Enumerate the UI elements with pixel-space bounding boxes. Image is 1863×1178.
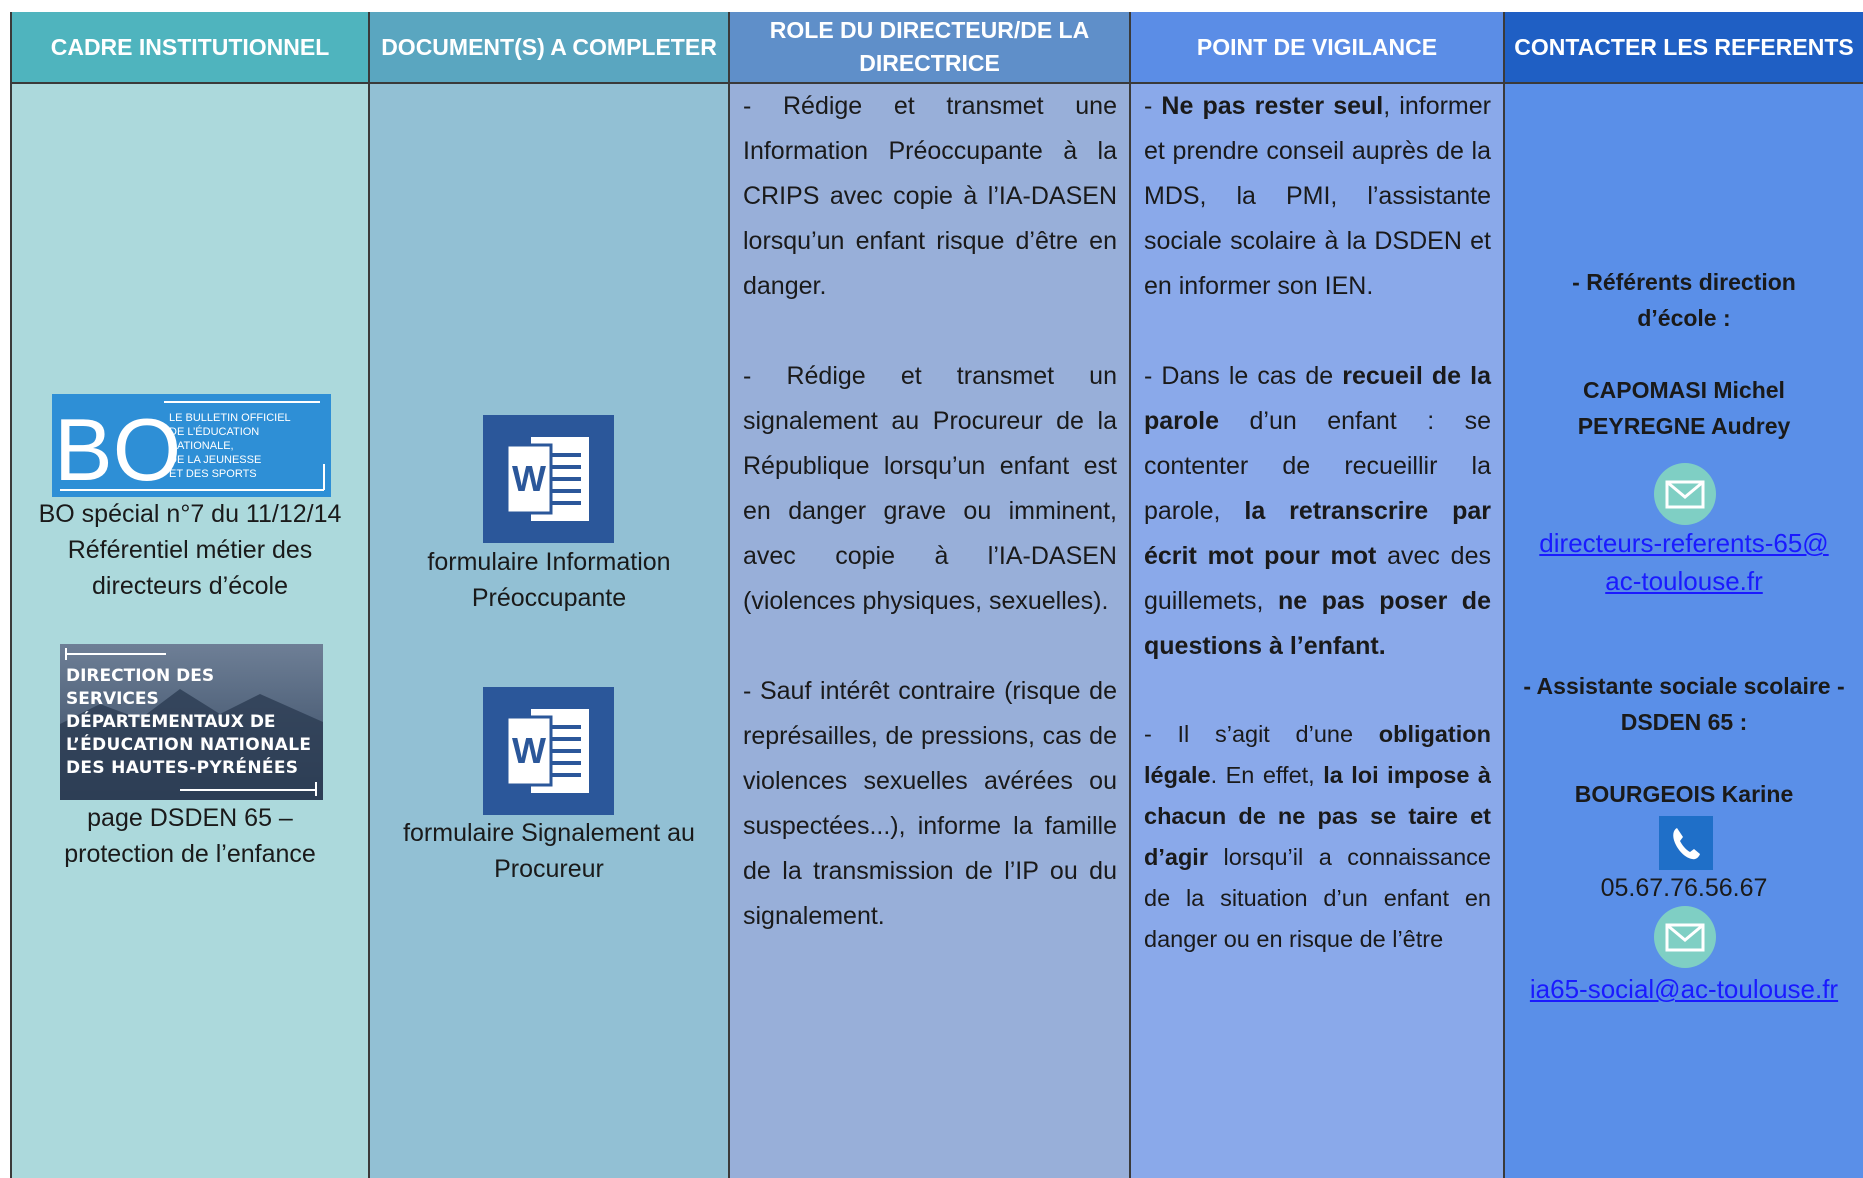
text-run: . En effet,	[1210, 762, 1324, 788]
dsden-line: DIRECTION DES	[66, 666, 214, 686]
paragraph: - Sauf intérêt contraire (risque de repr…	[743, 677, 1117, 930]
email-link-wrap: directeurs-referents-65@ac-toulouse.fr	[1505, 524, 1863, 600]
email-link[interactable]: ia65-social@ac-toulouse.fr	[1529, 974, 1839, 1004]
bold-run: obligation légale	[1144, 721, 1491, 788]
email-link-wrap: ia65-social@ac-toulouse.fr	[1505, 970, 1863, 1008]
dsden-line: DES HAUTES-PYRÉNÉES	[66, 756, 298, 778]
cell: - Rédige et transmet une Information Pré…	[730, 84, 1129, 1178]
bold-run: la loi impose à chacun de ne pas se tair…	[1144, 762, 1491, 870]
dsden-line: L’ÉDUCATION NATIONALE	[66, 733, 311, 755]
header-cell: ROLE DU DIRECTEUR/DE LA DIRECTRICE	[730, 12, 1129, 84]
text-run: lorsqu’il a connaissance de la situation…	[1144, 844, 1491, 952]
dsden-line: DÉPARTEMENTAUX DE	[66, 710, 276, 732]
column-role: ROLE DU DIRECTEUR/DE LA DIRECTRICE - Réd…	[728, 12, 1129, 1178]
text-run: - Dans le cas de	[1144, 362, 1343, 390]
cell: W formulaire Information Préoccupante W …	[370, 84, 728, 1178]
header-cell: DOCUMENT(S) A COMPLETER	[370, 12, 728, 84]
contact-name: BOURGEOIS Karine	[1574, 781, 1794, 807]
word-icon-letter: W	[512, 730, 546, 771]
contact-name: PEYREGNE Audrey	[1577, 413, 1791, 439]
column-vigilance: POINT DE VIGILANCE - Ne pas rester seul,…	[1129, 12, 1503, 1178]
vigilance-text: - Ne pas rester seul, informer et prendr…	[1144, 84, 1491, 1005]
bold-run: ne pas poser de questions à l’enfant.	[1144, 587, 1491, 660]
paragraph: - Ne pas rester seul, informer et prendr…	[1144, 84, 1491, 309]
column-cadre: CADRE INSTITUTIONNEL BO LE BULLETIN OFFI…	[10, 12, 368, 1178]
text-run: d’un enfant : se contenter de recueillir…	[1144, 407, 1491, 525]
word-icon-letter: W	[512, 458, 546, 499]
email-link[interactable]: directeurs-referents-65@ac-toulouse.fr	[1539, 528, 1829, 596]
cell: - Référents direction d’école : CAPOMASI…	[1505, 84, 1863, 1178]
contact-heading: - Référents direction d’école :	[1572, 269, 1796, 331]
column-contacts: CONTACTER LES REFERENTS - Référents dire…	[1503, 12, 1863, 1178]
cell: - Ne pas rester seul, informer et prendr…	[1131, 84, 1503, 1178]
bo-line: LE BULLETIN OFFICIEL	[169, 412, 291, 424]
bo-logo: BO LE BULLETIN OFFICIEL DE L’ÉDUCATION N…	[52, 394, 331, 497]
word-icon[interactable]: W	[483, 687, 614, 815]
header-cell: POINT DE VIGILANCE	[1131, 12, 1503, 84]
contact-heading: - Assistante sociale scolaire -DSDEN 65 …	[1523, 673, 1845, 735]
bold-run: Ne pas rester seul	[1161, 92, 1384, 120]
bold-run: la retranscrire par écrit mot pour mot	[1144, 497, 1492, 570]
paragraph: - Rédige et transmet une Information Pré…	[743, 92, 1117, 300]
bo-line: ET DES SPORTS	[169, 468, 257, 480]
bo-mark: BO	[54, 400, 181, 497]
column-documents: DOCUMENT(S) A COMPLETER W formulaire Inf…	[368, 12, 728, 1178]
paragraph: - Il s’agit d’une obligation légale. En …	[1144, 714, 1491, 960]
bo-line: DE LA JEUNESSE	[169, 454, 261, 466]
document-label: formulaire Information Préoccupante	[427, 548, 671, 612]
dsden-logo: DIRECTION DES SERVICES DÉPARTEMENTAUX DE…	[60, 644, 323, 800]
text-run: - Il s’agit d’une	[1144, 721, 1379, 747]
email-icon	[1654, 463, 1716, 525]
header-cell: CONTACTER LES REFERENTS	[1505, 12, 1863, 84]
bold-run: recueil de la parole	[1144, 362, 1491, 435]
bo-line: DE L’ÉDUCATION	[169, 425, 259, 438]
cell: BO LE BULLETIN OFFICIEL DE L’ÉDUCATION N…	[12, 84, 368, 1178]
phone-icon	[1659, 816, 1713, 870]
text-run: -	[1144, 92, 1162, 120]
role-text: - Rédige et transmet une Information Pré…	[743, 84, 1117, 984]
bo-line: NATIONALE,	[169, 440, 234, 452]
bo-caption: BO spécial n°7 du 11/12/14 Référentiel m…	[38, 500, 342, 600]
word-icon[interactable]: W	[483, 415, 614, 543]
paragraph: - Dans le cas de recueil de la parole d’…	[1144, 354, 1491, 669]
paragraph: - Rédige et transmet un signalement au P…	[743, 362, 1117, 615]
document-label: formulaire Signalement au Procureur	[403, 819, 695, 883]
email-icon	[1654, 906, 1716, 968]
dsden-caption: page DSDEN 65 – protection de l’enfance	[64, 804, 316, 868]
dsden-line: SERVICES	[66, 689, 159, 709]
text-run: , informer et prendre conseil auprès de …	[1144, 92, 1491, 300]
text-run: avec des guillemets,	[1144, 542, 1491, 615]
phone-number: 05.67.76.56.67	[1600, 874, 1768, 902]
contact-name: CAPOMASI Michel	[1583, 377, 1785, 403]
header-cell: CADRE INSTITUTIONNEL	[12, 12, 368, 84]
